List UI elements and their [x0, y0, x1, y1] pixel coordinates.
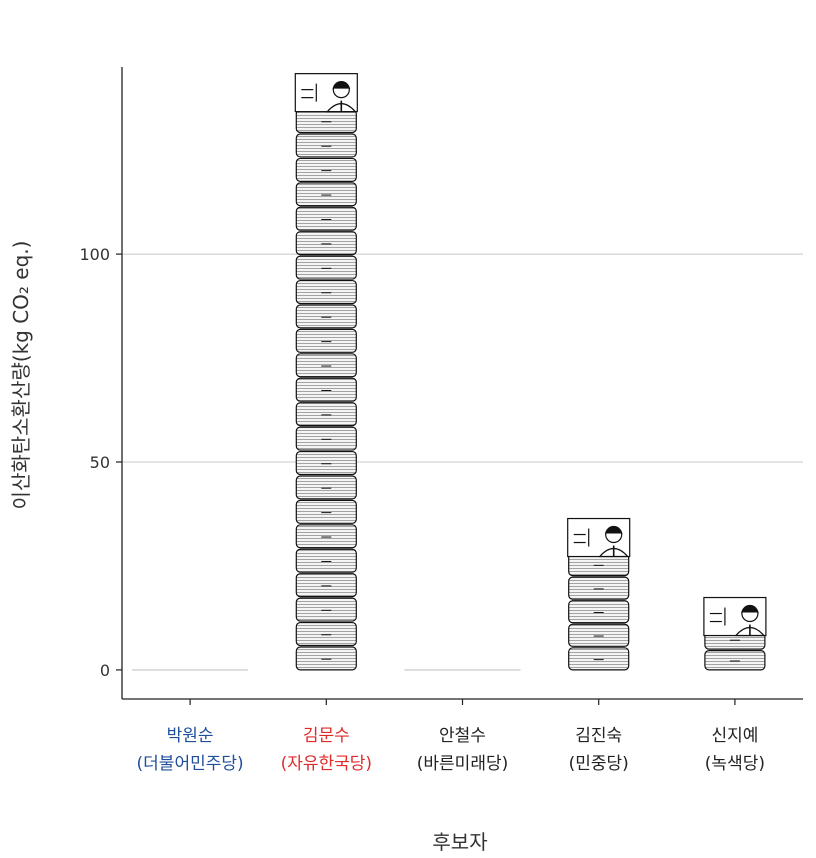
- bar: [703, 596, 767, 671]
- person-icon: [294, 73, 358, 113]
- stacked-unit: [295, 475, 357, 500]
- bar: [294, 73, 358, 671]
- person-hair: [604, 526, 623, 534]
- stacked-unit: [295, 255, 357, 280]
- stacked-unit: [295, 646, 357, 671]
- stacked-unit: [295, 157, 357, 182]
- stacked-unit: [295, 206, 357, 231]
- y-tick-label: 50: [90, 453, 110, 472]
- candidate-party-label: (민중당): [569, 754, 629, 774]
- stacked-unit: [295, 108, 357, 134]
- stacked-unit: [295, 231, 357, 256]
- bars: [132, 73, 767, 671]
- candidate-name-label: 김진숙: [575, 726, 622, 746]
- candidate-name-label: 박원순: [167, 726, 214, 746]
- candidate-party-label: (녹색당): [705, 754, 765, 774]
- stacked-unit: [295, 548, 357, 573]
- person-icon: [703, 596, 767, 637]
- stacked-unit: [295, 402, 357, 427]
- stacked-unit: [295, 450, 357, 476]
- gridlines: [122, 253, 803, 463]
- stacked-unit: [295, 133, 357, 158]
- person-hair: [332, 81, 351, 89]
- candidate-name-label: 안철수: [439, 726, 486, 746]
- stacked-unit: [704, 650, 766, 671]
- person-icon: [567, 517, 631, 558]
- stacked-unit: [295, 524, 357, 549]
- stacked-unit: [295, 353, 357, 378]
- stacked-unit: [295, 279, 357, 305]
- stacked-unit: [295, 182, 357, 207]
- stacked-unit: [568, 647, 630, 671]
- stacked-unit: [568, 623, 630, 647]
- category-labels: 박원순 (더불어민주당) 김문수 (자유한국당) 안철수 (바른미래당) 김진숙 (민중당) 신…: [137, 699, 765, 774]
- bar: [567, 517, 631, 671]
- stacked-unit: [295, 499, 357, 524]
- stacked-unit: [295, 328, 357, 353]
- candidate-name-label: 신지예: [711, 726, 758, 746]
- y-axis-title: 이산화탄소환산량(kg CO₂ eq.): [9, 241, 33, 510]
- candidate-party-label: (자유한국당): [281, 754, 372, 774]
- candidate-party-label: (바른미래당): [417, 754, 508, 774]
- stacked-unit: [568, 600, 630, 624]
- axes: [121, 67, 803, 700]
- y-tick-label: 100: [79, 245, 110, 264]
- candidate-name-label: 김문수: [303, 726, 350, 746]
- tick-labels: 0 50 100: [79, 245, 122, 680]
- stacked-unit: [295, 597, 357, 622]
- stacked-unit: [568, 576, 630, 600]
- stacked-unit: [295, 304, 357, 329]
- stacked-unit: [295, 573, 357, 598]
- stacked-unit: [295, 426, 357, 451]
- x-axis-title: 후보자: [432, 830, 487, 854]
- stacked-unit: [295, 621, 357, 647]
- stacked-unit: [295, 377, 357, 402]
- candidate-party-label: (더불어민주당): [137, 754, 244, 774]
- y-tick-label: 0: [100, 661, 110, 680]
- person-hair: [740, 605, 759, 613]
